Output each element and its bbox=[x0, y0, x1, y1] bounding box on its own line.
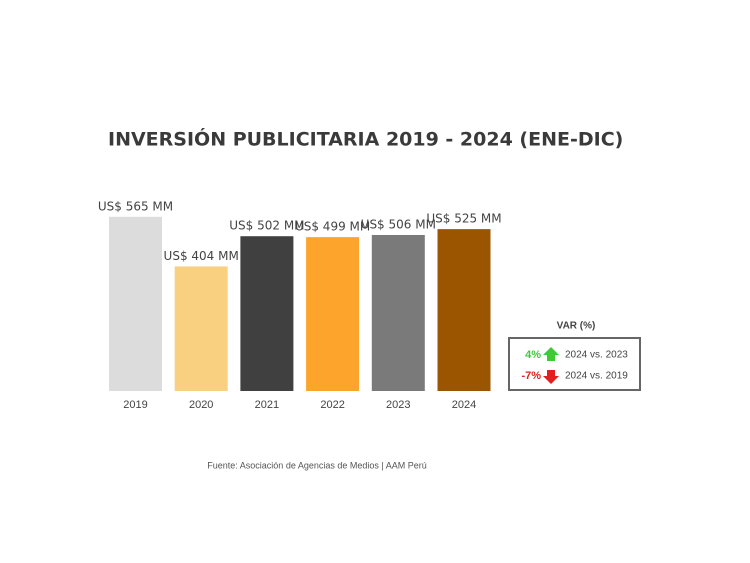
x-tick-label: 2021 bbox=[255, 399, 279, 411]
var-percent: -7% bbox=[521, 370, 541, 382]
bar bbox=[437, 229, 491, 391]
source: Fuente: Asociación de Agencias de Medios… bbox=[207, 460, 426, 470]
var-note: 2024 vs. 2023 bbox=[565, 350, 628, 361]
var-title: VAR (%) bbox=[557, 321, 596, 332]
value-label: US$ 404 MM bbox=[164, 249, 239, 263]
var-box bbox=[508, 337, 641, 391]
x-tick-label: 2022 bbox=[320, 399, 344, 411]
chart-title: INVERSIÓN PUBLICITARIA 2019 - 2024 (ENE-… bbox=[108, 127, 623, 151]
value-label: US$ 525 MM bbox=[426, 212, 501, 226]
x-tick-label: 2023 bbox=[386, 399, 410, 411]
value-label: US$ 565 MM bbox=[98, 199, 173, 213]
x-tick-label: 2020 bbox=[189, 399, 213, 411]
var-note: 2024 vs. 2019 bbox=[565, 371, 628, 382]
arrow-up bbox=[543, 347, 559, 361]
x-tick-label: 2019 bbox=[123, 399, 147, 411]
bar bbox=[371, 234, 425, 391]
var-percent: 4% bbox=[525, 349, 541, 361]
bar bbox=[240, 236, 294, 391]
bar bbox=[306, 237, 360, 391]
value-label: US$ 499 MM bbox=[295, 220, 370, 234]
arrow-down bbox=[543, 370, 559, 384]
bar bbox=[174, 266, 228, 391]
value-label: US$ 506 MM bbox=[361, 217, 436, 231]
value-label: US$ 502 MM bbox=[229, 219, 304, 233]
x-tick-label: 2024 bbox=[452, 399, 476, 411]
bar bbox=[109, 216, 162, 391]
